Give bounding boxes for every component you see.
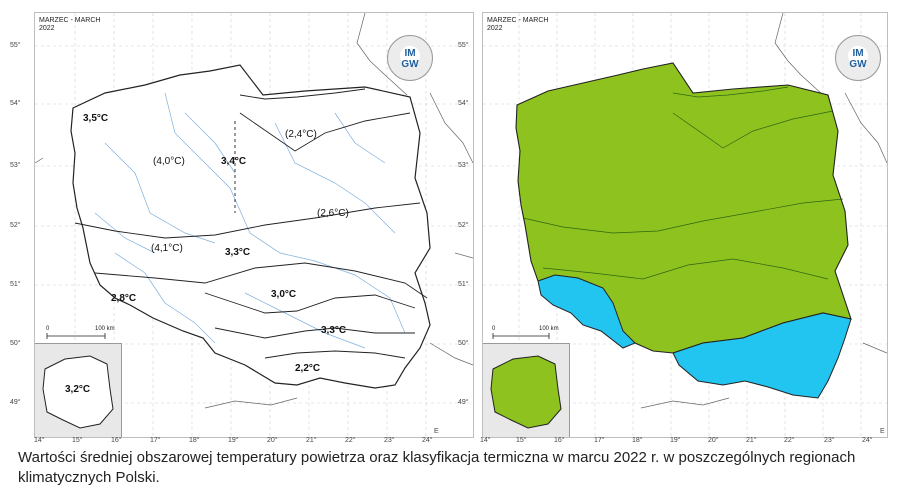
inset-canvas (42, 355, 114, 429)
region-value: 3,3°C (321, 325, 347, 336)
header-year: 2022 (39, 25, 55, 32)
latitude-label: 50° (458, 340, 469, 347)
logo-text-bottom: GW (849, 59, 867, 70)
header-year: 2022 (487, 25, 503, 32)
header-month: MARZEC - MARCH (39, 17, 101, 24)
longitude-label: 16° (554, 437, 565, 444)
poland-inset: 3,2°C (35, 343, 122, 437)
region-value: (2,6°C) (317, 208, 349, 219)
region-value: 3,5°C (83, 113, 109, 124)
longitude-label: 20° (708, 437, 719, 444)
latitude-label: 49° (10, 399, 21, 406)
scale-zero: 0 (46, 326, 50, 332)
region-value: (4,0°C) (153, 156, 185, 167)
temperature-map: MARZEC - MARCH 2022 IM GW 3,5°C (4,0°C) … (34, 12, 474, 438)
longitude-label: 15° (72, 437, 83, 444)
poland-inset (483, 343, 570, 437)
imgw-logo: IM GW (387, 35, 433, 81)
latitude-label: 50° (10, 340, 21, 347)
longitude-label: 19° (228, 437, 239, 444)
axis-letter: E (880, 428, 885, 435)
classification-map: MARZEC - MARCH 2022 IM GW 0 100 km (482, 12, 888, 438)
inset-value: 3,2°C (65, 384, 91, 395)
region-value: 2,8°C (111, 293, 137, 304)
latitude-label: 49° (458, 399, 469, 406)
header-month: MARZEC - MARCH (487, 17, 549, 24)
latitude-label: 52° (458, 222, 469, 229)
classification-region-southeast (672, 312, 852, 399)
latitude-label: 53° (458, 162, 469, 169)
longitude-label: 22° (345, 437, 356, 444)
latitude-label: 53° (10, 162, 21, 169)
longitude-label: 23° (824, 437, 835, 444)
logo-text-bottom: GW (401, 59, 419, 70)
classification-map-canvas (483, 13, 887, 437)
classification-region-southwest (537, 274, 636, 349)
latitude-label: 51° (10, 281, 21, 288)
scale-zero: 0 (492, 326, 496, 332)
region-value: 3,0°C (271, 289, 297, 300)
region-value: (4,1°C) (151, 243, 183, 254)
longitude-label: 21° (306, 437, 317, 444)
longitude-label: 21° (746, 437, 757, 444)
scale-label: 100 km (539, 326, 559, 332)
scale-label: 100 km (95, 326, 115, 332)
latitude-label: 54° (10, 100, 21, 107)
map-header: MARZEC - MARCH 2022 (39, 17, 100, 33)
map-header: MARZEC - MARCH 2022 (487, 17, 548, 33)
longitude-label: 24° (422, 437, 433, 444)
latitude-label: 54° (458, 100, 469, 107)
longitude-label: 15° (516, 437, 527, 444)
longitude-label: 14° (34, 437, 45, 444)
latitude-label: 55° (458, 42, 469, 49)
region-value: 3,4°C (221, 156, 247, 167)
imgw-logo: IM GW (835, 35, 881, 81)
longitude-label: 18° (189, 437, 200, 444)
longitude-label: 24° (862, 437, 873, 444)
latitude-label: 51° (458, 281, 469, 288)
logo-text-top: IM (852, 48, 864, 59)
region-value: 3,3°C (225, 247, 251, 258)
longitude-label: 17° (594, 437, 605, 444)
region-value: 2,2°C (295, 363, 321, 374)
latitude-label: 55° (10, 42, 21, 49)
longitude-label: 16° (111, 437, 122, 444)
figure-caption: Wartości średniej obszarowej temperatury… (18, 449, 856, 486)
longitude-label: 14° (480, 437, 491, 444)
longitude-label: 20° (267, 437, 278, 444)
longitude-label: 18° (632, 437, 643, 444)
longitude-label: 23° (384, 437, 395, 444)
longitude-label: 19° (670, 437, 681, 444)
latitude-label: 52° (10, 222, 21, 229)
poland-outline (70, 64, 431, 389)
longitude-label: 22° (784, 437, 795, 444)
axis-letter: E (434, 428, 439, 435)
longitude-label: 17° (150, 437, 161, 444)
logo-text-top: IM (404, 48, 416, 59)
temperature-map-canvas (35, 13, 473, 437)
inset-canvas (490, 355, 562, 429)
region-value: (2,4°C) (285, 129, 317, 140)
